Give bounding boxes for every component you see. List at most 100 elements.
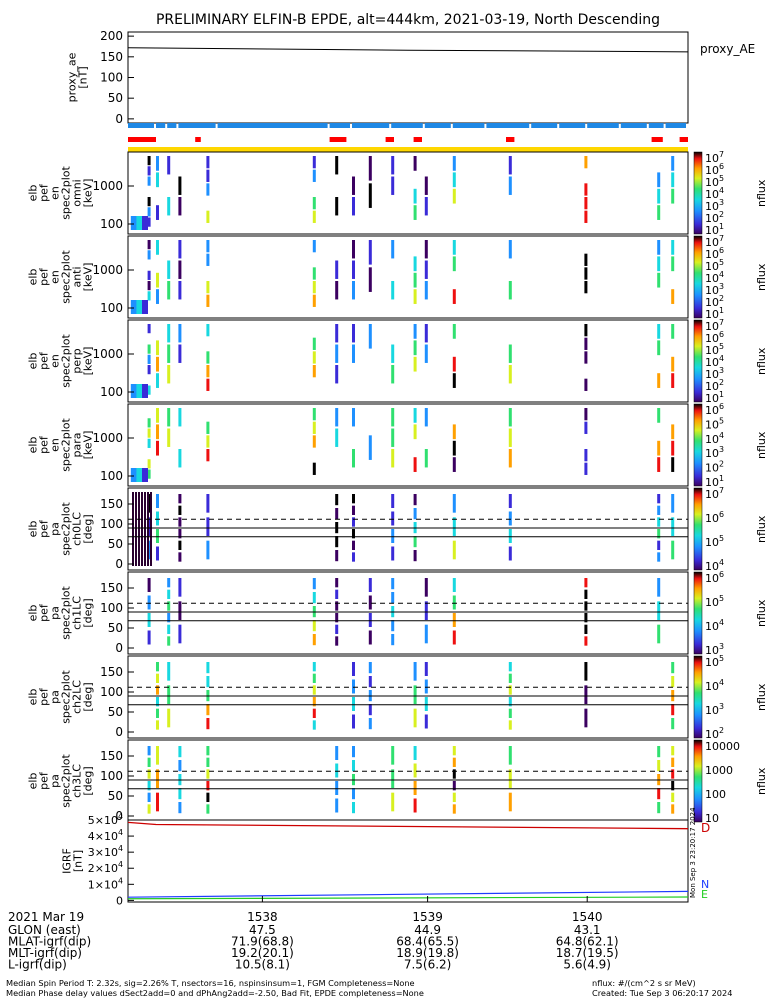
spectrogram-cell [452,457,456,472]
spectrogram-panel-3: 1000100elbpefenspec2plotperp[keV]1071061… [27,318,769,405]
spectrogram-cell [312,421,316,434]
spectrogram-cell [391,365,395,384]
spectrogram-cell [424,408,428,427]
spectrogram-cell [178,408,182,427]
epde-data-bar [128,147,688,152]
pitch-angle-cell [368,662,372,674]
spectrogram-cell [312,169,316,182]
pitch-angle-cell [312,662,316,672]
pitch-angle-cell [424,662,428,676]
state-segment [167,123,177,128]
spectrogram-cell [156,408,159,423]
spectrogram-cell [312,408,316,421]
spectrogram-cell [413,356,417,372]
spectrogram-cell [671,457,675,472]
pitch-angle-cell [671,494,675,513]
spectrogram-cell [584,324,588,337]
pitch-angle-cell [206,769,210,779]
spectrogram-cell [368,267,372,292]
spectrogram-cell [147,250,151,260]
spectrogram-cell [147,176,151,186]
spectrogram-cell [206,435,210,448]
spectrogram-cell [413,289,417,304]
colorbar-tick-label: 105 [705,416,724,431]
pitch-angle-cell [413,708,417,728]
ylabel-line: pef [38,183,51,202]
colorbar-tick-label: 104 [705,618,724,633]
colorbar-tick-label: 102 [705,378,724,393]
spectrogram-cell [584,351,588,364]
ylabel-line: pa [49,606,62,620]
pitch-angle-cell [156,708,159,718]
pitch-angle-cell [206,517,210,536]
colorbar-tick-label: 102 [705,460,724,475]
ylabel-line: pef [38,519,51,538]
ytick-label: 200 [100,29,123,43]
pitch-angle-cell [584,685,588,704]
colorbar-2 [693,319,703,403]
pitch-angle-cell [391,769,395,788]
spectrogram-cell [424,449,428,468]
pitch-angle-cell [424,697,428,711]
spectrogram-cell [452,156,456,171]
pitch-angle-cell [206,792,210,802]
spectrogram-cell [452,424,456,440]
state-segment [128,123,154,128]
spectrogram-frame [127,403,689,487]
spectrogram-cell [206,253,210,266]
pitch-angle-cell [167,613,171,623]
spectrogram-cell [657,457,661,472]
pitch-angle-cell [147,781,151,791]
ytick-label: 1000 [92,179,123,193]
spectrogram-cell [424,344,428,363]
footer-row-label: GLON (east) [8,923,81,937]
pitch-angle-cell [671,662,675,674]
spectrogram-cell [671,373,675,388]
ytick-label: 150 [100,665,123,679]
pitch-angle-cell [156,529,159,543]
spectrogram-cell [206,421,210,434]
fgm-segment [329,137,347,142]
igrf-side-note: Mon Sep 3 23:20:17 2024 [689,807,697,898]
spectrogram-cell [178,176,182,195]
pitch-angle-cell [508,746,512,765]
colorbar-tick-label: 104 [705,270,724,285]
pitch-angle-cell [147,757,151,767]
spectrogram-cell [206,365,210,378]
pitch-angle-cell [144,492,146,566]
igrf-n-line [127,890,689,898]
pitch-angle-cell [391,792,395,812]
pitch-angle-cell [335,798,339,813]
ylabel-line: [keV] [82,263,95,292]
ylabel-line: spec2plot [60,334,73,388]
ylabel-line: ch0LC [71,512,84,546]
pitch-angle-cell [413,685,417,704]
footer-note-2: Median Phase delay values dSect2add=0 an… [6,988,424,998]
pitch-angle-cell [178,788,182,800]
ytick-label: 100 [100,71,123,85]
colorbar-tick-label: 105 [705,534,724,549]
spectrogram-cell [657,172,661,188]
pitch-angle-cell [508,511,512,526]
state-segment [559,123,586,128]
pitch-angle-cell [452,613,456,627]
ylabel-line: anti [71,266,84,287]
fgm-segment [506,137,515,142]
pitch-angle-cell [452,746,456,756]
ylabel-line: pef [38,435,51,454]
pitch-angle-cell [657,540,661,550]
spectrogram-panel-2: 1000100elbpefenspec2plotanti[keV]1071061… [27,234,769,321]
ytick-label: 1000 [92,347,123,361]
spectrogram-cell [178,449,182,468]
spectrogram-cell [424,240,428,259]
pitch-angle-cell [657,552,661,562]
pitch-angle-cell [335,601,339,611]
ylabel-line: pa [49,522,62,536]
pitch-angle-cell [452,769,456,779]
pitch-angle-cell [452,781,456,791]
pitch-angle-cell [424,714,428,729]
colorbar-tick-label: 104 [705,431,724,446]
